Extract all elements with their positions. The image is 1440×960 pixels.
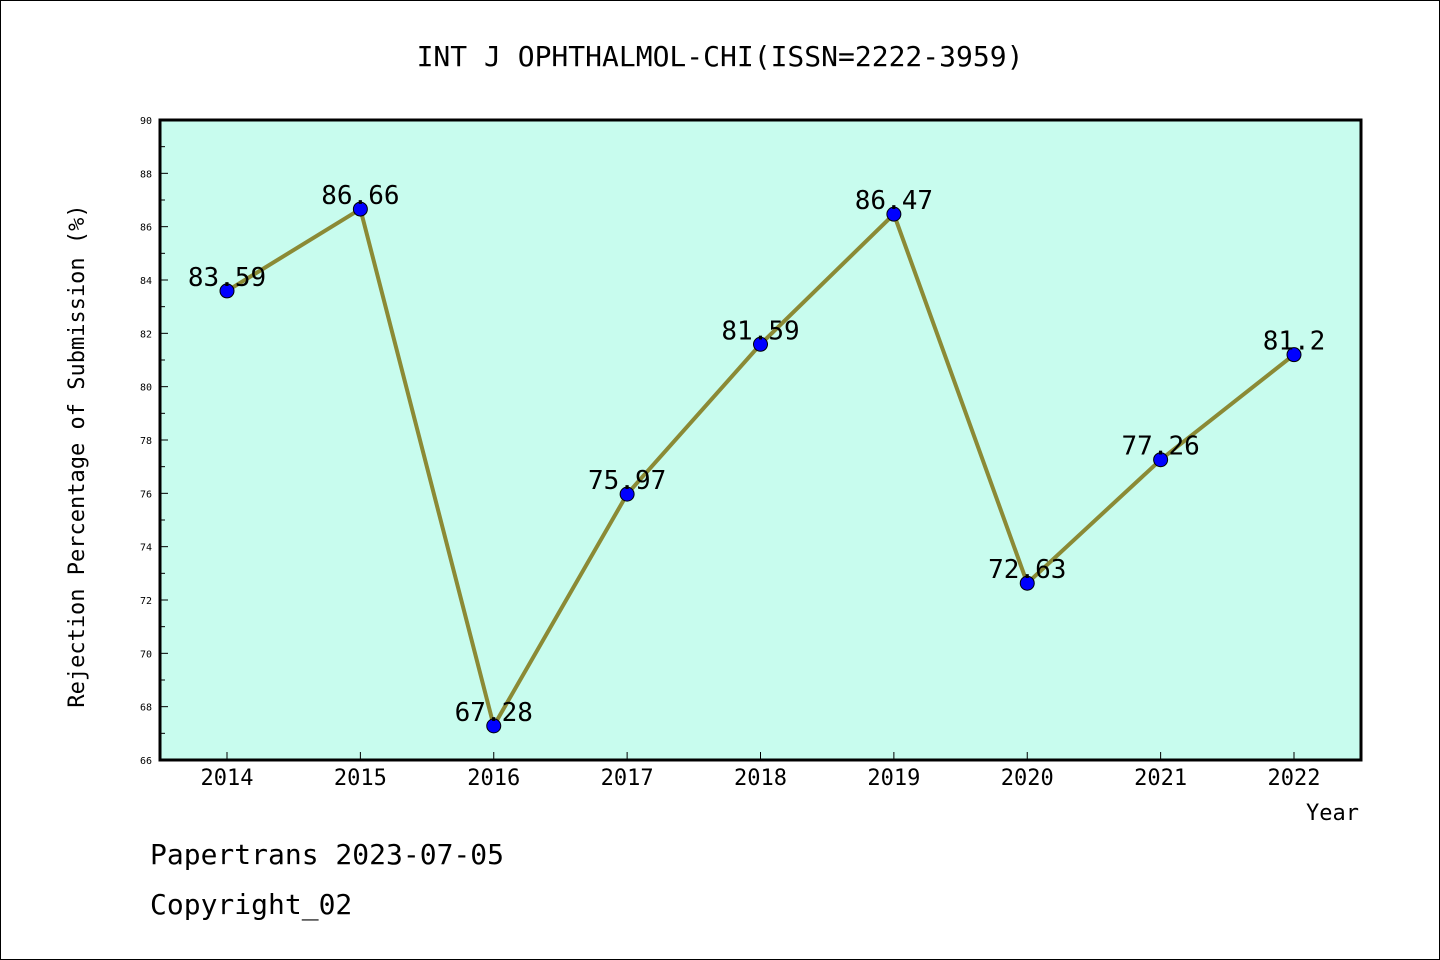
y-tick-label: 80 <box>140 383 152 394</box>
y-tick-label: 66 <box>140 756 152 767</box>
x-tick-label: 2022 <box>1268 766 1321 791</box>
x-tick-label: 2020 <box>1001 766 1054 791</box>
x-tick-label: 2014 <box>201 766 254 791</box>
data-labels: 83.59 86.66 67.28 75.97 81.59 86.47 72.63 77.26… <box>188 181 1325 728</box>
x-tick-label: 2016 <box>467 766 520 791</box>
x-tick-label: 2021 <box>1134 766 1187 791</box>
data-label: 81.2 <box>1263 327 1326 357</box>
data-label: 67.28 <box>455 698 533 728</box>
y-tick-label: 90 <box>140 116 152 127</box>
data-label: 72.63 <box>988 555 1066 585</box>
data-point <box>352 201 368 217</box>
x-tick-label: 2019 <box>867 766 920 791</box>
y-axis-label: Rejection Percentage of Submission (%) <box>65 204 90 707</box>
y-tick-label: 76 <box>140 489 152 500</box>
data-label: 86.66 <box>321 181 399 211</box>
y-tick-label: 78 <box>140 436 152 447</box>
data-point <box>753 336 768 352</box>
y-axis: 66 68 70 72 74 76 78 80 82 84 86 88 90 <box>140 116 168 767</box>
x-tick-label: 2015 <box>334 766 387 791</box>
x-tick-label: 2017 <box>601 766 654 791</box>
data-label: 77.26 <box>1121 432 1199 462</box>
footer-papertrans: Papertrans 2023-07-05 <box>150 838 504 871</box>
chart-title: INT J OPHTHALMOL-CHI(ISSN=2222-3959) <box>417 40 1024 73</box>
y-tick-label: 74 <box>140 543 152 554</box>
y-tick-label: 82 <box>140 329 152 340</box>
x-axis-label: Year <box>1306 801 1359 826</box>
data-label: 81.59 <box>721 316 799 346</box>
y-tick-label: 86 <box>140 223 152 234</box>
y-tick-label: 68 <box>140 703 152 714</box>
data-point <box>1286 347 1302 363</box>
data-point <box>886 206 902 222</box>
x-axis: 2014 2015 2016 2017 2018 2019 2020 2021 2022 <box>201 752 1321 791</box>
plot-area <box>158 118 1363 762</box>
data-label: 83.59 <box>188 263 266 293</box>
data-point <box>1019 575 1035 591</box>
data-label: 75.97 <box>588 466 666 496</box>
y-tick-label: 84 <box>140 276 152 287</box>
x-tick-label: 2018 <box>734 766 787 791</box>
data-point <box>486 718 502 734</box>
y-tick-label: 88 <box>140 169 152 180</box>
data-point <box>1153 452 1169 468</box>
data-point <box>619 486 635 502</box>
data-point <box>219 283 235 299</box>
footer-copyright: Copyright_02 <box>150 888 352 922</box>
data-markers <box>219 201 1302 734</box>
y-tick-label: 70 <box>140 649 152 660</box>
data-label: 86.47 <box>855 186 933 216</box>
y-tick-label: 72 <box>140 596 152 607</box>
